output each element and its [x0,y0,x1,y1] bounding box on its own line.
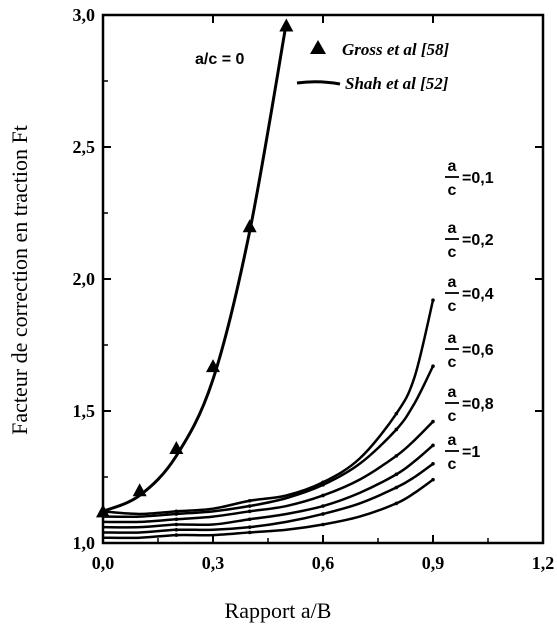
series-dot [174,528,179,532]
series-dot [174,512,179,516]
y-ticks: 1,0 1,5 2,0 2,5 3,0 [73,5,543,553]
series-dot [431,419,435,424]
y-tick-label: 2,5 [73,137,96,157]
series-dot [247,517,252,522]
x-tick-label: 0,0 [92,553,115,573]
fraction-numerator: a [448,432,457,449]
series-dot [174,533,179,537]
series-dot [431,298,435,302]
fraction-denominator: c [448,244,457,261]
fraction-value: =1 [462,444,480,461]
series-dot [174,509,179,514]
fraction-denominator: c [448,182,457,199]
fraction-denominator: c [448,408,457,425]
series-dot [247,530,252,535]
fraction-numerator: a [448,330,457,347]
series-dot [394,472,399,477]
series-dot [174,517,179,522]
fraction-denominator: c [448,456,457,473]
fraction-numerator: a [448,384,457,401]
x-tick-label: 0,9 [422,553,445,573]
fraction-denominator: c [448,298,457,315]
series-dot [174,522,179,527]
series-line [102,478,434,540]
legend-line-icon [296,80,341,86]
triangle-marker [206,359,220,373]
series-dot [394,427,399,432]
series-line [102,462,434,534]
data-markers [96,18,294,518]
fraction-numerator: a [448,274,457,291]
series-dot [431,462,435,466]
fraction-value: =0,8 [462,396,494,413]
series-line [102,365,435,519]
x-tick-label: 1,2 [532,553,555,573]
y-axis-title: Facteur de correction en traction Ft [7,125,32,435]
series-dot [321,493,325,498]
data-curves [102,22,435,540]
series-dot [394,411,399,416]
legend: Gross et al [58] Shah et al [52] [296,40,450,93]
series-line [102,22,288,513]
fraction-value: =0,1 [462,170,494,187]
series-line [102,444,434,529]
fraction-denominator: c [448,354,457,371]
fraction-value: =0,2 [462,232,494,249]
y-tick-label: 1,5 [73,401,96,421]
series-dot [247,525,252,529]
series-dot [394,454,399,458]
plot-frame [101,13,545,545]
series-dot [394,501,399,506]
series-dot [247,504,252,508]
series-dot [321,483,325,487]
series-dot [431,364,435,368]
y-tick-label: 1,0 [73,533,96,553]
triangle-marker [96,504,110,518]
series-dot [431,477,435,482]
x-ticks: 0,0 0,3 0,6 0,9 1,2 [92,15,555,573]
curve-label-a-c-0: a/c = 0 [195,51,244,68]
series-line [102,420,434,524]
series-dot [394,485,399,490]
series-dot [247,498,252,503]
legend-label-gross: Gross et al [58] [342,40,450,59]
series-dot [321,504,325,508]
series-dot [431,443,435,448]
fraction-numerator: a [448,158,457,175]
triangle-marker [242,219,257,233]
series-dot [321,522,325,527]
legend-label-shah: Shah et al [52] [345,74,449,93]
triangle-marker [169,440,184,454]
x-axis-title: Rapport a/B [225,598,332,623]
fraction-numerator: a [448,220,457,237]
triangle-marker [279,18,294,32]
legend-triangle-icon [310,40,326,54]
triangle-marker [132,483,147,497]
plot-axes [101,13,545,545]
y-tick-label: 2,0 [73,269,96,289]
x-tick-label: 0,6 [312,553,335,573]
fraction-value: =0,4 [462,286,494,303]
x-tick-label: 0,3 [202,553,225,573]
curve-labels-right: ac=0,1ac=0,2ac=0,4ac=0,6ac=0,8ac=1 [445,158,494,473]
y-tick-label: 3,0 [73,5,96,25]
series-line [102,299,435,516]
series-dot [321,512,325,516]
series-dot [247,509,252,514]
fraction-value: =0,6 [462,342,494,359]
